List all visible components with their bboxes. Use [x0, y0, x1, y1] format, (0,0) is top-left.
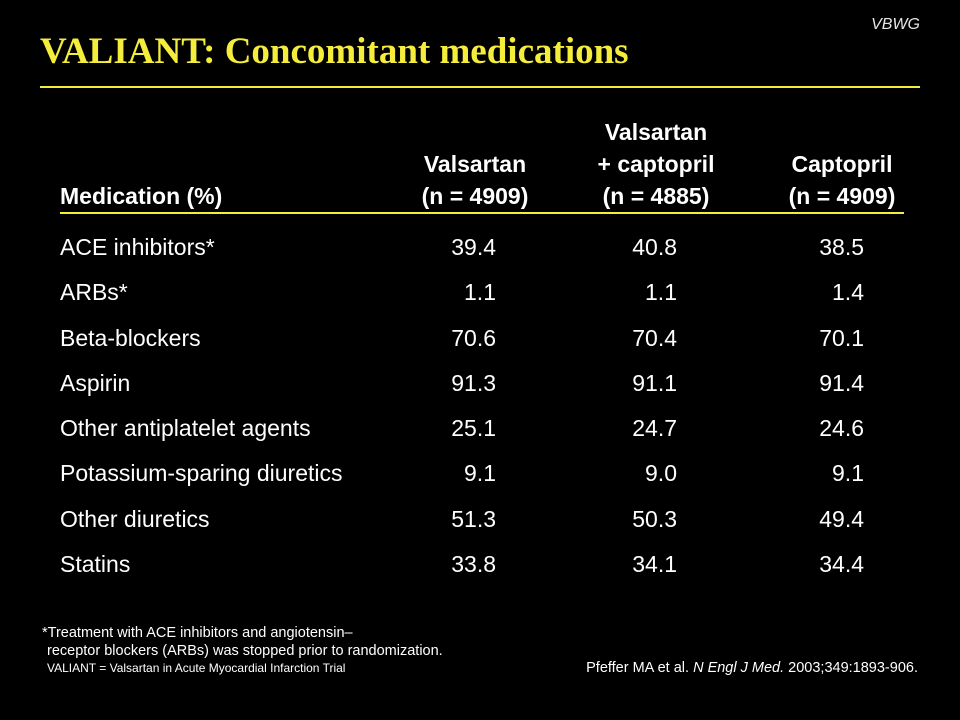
column-header-valsartan-name: Valsartan: [423, 151, 527, 177]
footnote-line-2: receptor blockers (ARBs) was stopped pri…: [47, 643, 443, 659]
footnote-abbreviation: VALIANT = Valsartan in Acute Myocardial …: [47, 661, 346, 675]
table-row: Potassium-sparing diuretics 9.1 9.0 9.1: [0, 451, 960, 496]
column-header-captopril-n: (n = 4909): [788, 183, 896, 209]
valsartan-value: 25.1: [451, 415, 496, 442]
combination-value: 34.1: [632, 551, 677, 578]
combination-value: 70.4: [632, 324, 677, 351]
medication-name: Other antiplatelet agents: [60, 415, 311, 442]
table-row: Other diuretics 51.3 50.3 49.4: [0, 497, 960, 542]
captopril-value: 70.1: [819, 324, 864, 351]
citation-details: 2003;349:1893-906.: [788, 660, 918, 676]
citation-authors: Pfeffer MA et al.: [586, 660, 690, 676]
valsartan-value: 1.1: [464, 279, 496, 306]
valsartan-value: 91.3: [451, 369, 496, 396]
table-row: ARBs* 1.1 1.1 1.4: [0, 270, 960, 315]
captopril-value: 24.6: [819, 415, 864, 442]
valsartan-value: 39.4: [451, 234, 496, 260]
captopril-value: 49.4: [819, 505, 864, 532]
column-header-captopril: Captopril (n = 4909): [762, 114, 922, 212]
captopril-value: 9.1: [832, 460, 864, 487]
table-row: Other antiplatelet agents 25.1 24.7 24.6: [0, 406, 960, 451]
slide-title: VALIANT: Concomitant medications: [40, 31, 629, 72]
medication-name: Potassium-sparing diuretics: [60, 460, 343, 487]
captopril-value: 1.4: [832, 279, 864, 306]
citation: Pfeffer MA et al. N Engl J Med. 2003;349…: [586, 660, 918, 676]
combination-value: 91.1: [632, 369, 677, 396]
column-header-combination-name-line1: Valsartan: [604, 119, 708, 145]
medication-table-body: ACE inhibitors* 39.4 40.8 38.5 ARBs* 1.1…: [0, 225, 960, 587]
medication-name: Aspirin: [60, 369, 131, 396]
valsartan-value: 33.8: [451, 551, 496, 578]
title-divider: [40, 86, 920, 88]
column-header-combination-name: + captopril: [597, 151, 715, 177]
medication-name: Beta-blockers: [60, 324, 201, 351]
table-header-divider: [60, 212, 904, 214]
medication-name: ARBs*: [60, 279, 128, 306]
citation-journal: N Engl J Med.: [693, 660, 785, 676]
footnote-line-1: *Treatment with ACE inhibitors and angio…: [42, 625, 353, 641]
table-row: Aspirin 91.3 91.1 91.4: [0, 361, 960, 406]
column-header-combination-n: (n = 4885): [602, 183, 710, 209]
valsartan-value: 9.1: [464, 460, 496, 487]
medication-name: Other diuretics: [60, 505, 210, 532]
column-header-medication: Medication (%): [60, 114, 360, 212]
medication-name: ACE inhibitors*: [60, 234, 215, 260]
combination-value: 40.8: [632, 234, 677, 260]
column-header-medication-label: Medication (%): [60, 183, 223, 209]
column-header-combination: Valsartan + captopril (n = 4885): [573, 114, 739, 212]
valsartan-value: 51.3: [451, 505, 496, 532]
column-header-captopril-name: Captopril: [791, 151, 893, 177]
table-row: Beta-blockers 70.6 70.4 70.1: [0, 316, 960, 361]
brand-label: VBWG: [871, 16, 920, 33]
combination-value: 1.1: [645, 279, 677, 306]
column-header-valsartan: Valsartan (n = 4909): [395, 114, 555, 212]
column-header-valsartan-n: (n = 4909): [421, 183, 529, 209]
medication-name: Statins: [60, 551, 131, 578]
captopril-value: 91.4: [819, 369, 864, 396]
table-row: Statins 33.8 34.1 34.4: [0, 542, 960, 587]
footnote: *Treatment with ACE inhibitors and angio…: [42, 624, 443, 677]
combination-value: 50.3: [632, 505, 677, 532]
combination-value: 9.0: [645, 460, 677, 487]
captopril-value: 38.5: [819, 234, 864, 260]
captopril-value: 34.4: [819, 551, 864, 578]
combination-value: 24.7: [632, 415, 677, 442]
table-row: ACE inhibitors* 39.4 40.8 38.5: [0, 225, 960, 270]
valsartan-value: 70.6: [451, 324, 496, 351]
